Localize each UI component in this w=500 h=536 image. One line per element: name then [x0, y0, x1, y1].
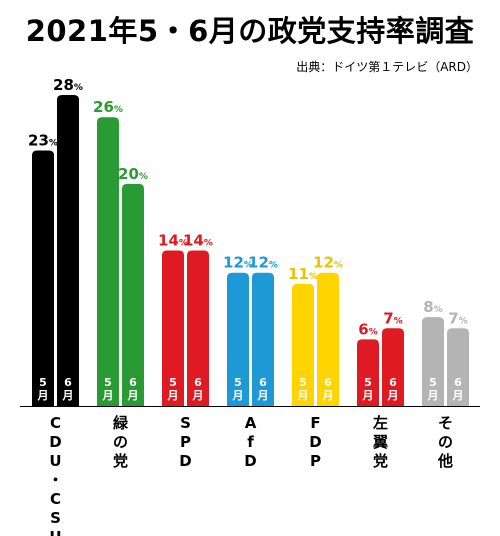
value-label-6-0: 8%: [423, 298, 442, 316]
month-label-0-0-0: 5: [39, 376, 47, 389]
value-label-5-1: 7%: [383, 309, 402, 327]
category-label-0-6: U: [49, 528, 61, 536]
category-label-0-0: C: [50, 414, 61, 432]
bar-4-0: [292, 283, 314, 406]
category-label-1-0: 緑: [113, 414, 129, 432]
value-label-3-0: 12%: [223, 254, 253, 272]
month-label-6-1-0: 6: [454, 376, 462, 389]
bar-3-0: [227, 272, 249, 406]
category-label-1-2: 党: [113, 452, 128, 470]
value-label-0-1: 28%: [53, 76, 83, 94]
month-label-0-1-1: 月: [62, 389, 74, 402]
month-label-1-0-0: 5: [104, 376, 112, 389]
month-label-4-1-1: 月: [322, 389, 334, 402]
category-label-0-2: U: [49, 452, 61, 470]
month-label-1-1-0: 6: [129, 376, 137, 389]
category-label-5-1: 翼: [372, 433, 388, 451]
category-label-6-2: 他: [437, 452, 453, 470]
category-label-0-4: C: [50, 490, 61, 508]
category-label-0-1: D: [49, 433, 61, 451]
category-label-1-1: の: [113, 433, 128, 451]
bar-5-1: [382, 328, 404, 406]
category-label-4-0: F: [310, 414, 320, 432]
value-label-1-1: 20%: [118, 165, 148, 183]
bar-1-1: [122, 183, 144, 406]
month-label-0-0-1: 月: [37, 389, 49, 402]
bar-6-1: [447, 328, 469, 406]
month-label-4-0-0: 5: [299, 376, 307, 389]
category-label-2-0: S: [180, 414, 191, 432]
month-label-3-1-1: 月: [257, 389, 269, 402]
month-label-2-1-0: 6: [194, 376, 202, 389]
month-label-3-0-1: 月: [232, 389, 244, 402]
bar-0-1: [57, 95, 79, 406]
category-label-6-0: そ: [438, 414, 453, 432]
month-label-3-0-0: 5: [234, 376, 242, 389]
category-label-5-2: 党: [373, 452, 388, 470]
value-label-1-0: 26%: [93, 98, 123, 116]
month-label-6-0-0: 5: [429, 376, 437, 389]
month-label-0-1-0: 6: [64, 376, 72, 389]
month-label-1-0-1: 月: [102, 389, 114, 402]
bar-2-0: [162, 250, 184, 406]
chart-title: 2021年5・6月の政党支持率調査: [25, 14, 475, 48]
month-label-6-1-1: 月: [452, 389, 464, 402]
bar-4-1: [317, 272, 339, 406]
source-note: 出典：ドイツ第１テレビ（ARD）: [296, 60, 478, 74]
category-label-3-1: f: [247, 433, 254, 451]
value-label-3-1: 12%: [248, 254, 278, 272]
bar-5-0: [357, 339, 379, 406]
category-label-5-0: 左: [372, 414, 388, 432]
bar-1-0: [97, 117, 119, 406]
month-label-5-1-1: 月: [387, 389, 399, 402]
category-label-0-3: ・: [48, 471, 63, 489]
month-label-1-1-1: 月: [127, 389, 139, 402]
month-label-5-0-1: 月: [362, 389, 374, 402]
value-label-6-1: 7%: [448, 309, 467, 327]
month-label-2-0-1: 月: [167, 389, 179, 402]
category-label-2-2: D: [179, 452, 191, 470]
value-label-4-1: 12%: [313, 254, 343, 272]
category-label-2-1: P: [180, 433, 191, 451]
bar-0-0: [32, 150, 54, 406]
value-label-5-0: 6%: [358, 320, 377, 338]
month-label-4-1-0: 6: [324, 376, 332, 389]
category-label-3-2: D: [244, 452, 256, 470]
bar-6-0: [422, 317, 444, 406]
month-label-6-0-1: 月: [427, 389, 439, 402]
bar-2-1: [187, 250, 209, 406]
category-label-4-2: P: [310, 452, 321, 470]
month-label-5-0-0: 5: [364, 376, 372, 389]
value-label-2-0: 14%: [158, 232, 188, 250]
value-label-0-0: 23%: [28, 132, 58, 150]
category-label-0-5: S: [50, 509, 61, 527]
value-label-4-0: 11%: [288, 265, 318, 283]
month-label-2-1-1: 月: [192, 389, 204, 402]
category-label-6-1: の: [438, 433, 453, 451]
category-label-4-1: D: [309, 433, 321, 451]
month-label-4-0-1: 月: [297, 389, 309, 402]
month-label-3-1-0: 6: [259, 376, 267, 389]
bar-3-1: [252, 272, 274, 406]
month-label-5-1-0: 6: [389, 376, 397, 389]
category-label-3-0: A: [245, 414, 257, 432]
value-label-2-1: 14%: [183, 232, 213, 250]
month-label-2-0-0: 5: [169, 376, 177, 389]
